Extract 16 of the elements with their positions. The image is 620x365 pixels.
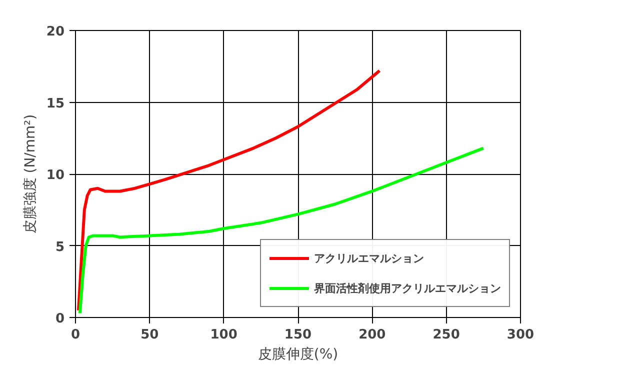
legend-label: アクリルエマルション — [314, 250, 424, 266]
x-tick-label: 150 — [284, 328, 312, 342]
y-tick-label: 0 — [55, 312, 64, 326]
x-tick-label: 100 — [210, 328, 238, 342]
x-tick-label: 0 — [70, 328, 80, 342]
y-tick-label: 20 — [46, 24, 65, 40]
x-tick-label: 50 — [140, 328, 159, 342]
x-axis-title: 皮膜伸度(%) — [258, 346, 338, 362]
y-tick-label: 5 — [55, 240, 64, 255]
x-tick-label: 200 — [358, 328, 386, 342]
y-tick-label: 10 — [46, 168, 65, 183]
x-tick-label: 300 — [506, 328, 534, 342]
y-tick-label: 15 — [46, 96, 65, 112]
x-tick-label: 250 — [432, 328, 460, 342]
y-axis-title: 皮膜強度 (N/mm²) — [22, 114, 38, 234]
legend-label: 界面活性剤使用アクリルエマルション — [314, 280, 501, 296]
